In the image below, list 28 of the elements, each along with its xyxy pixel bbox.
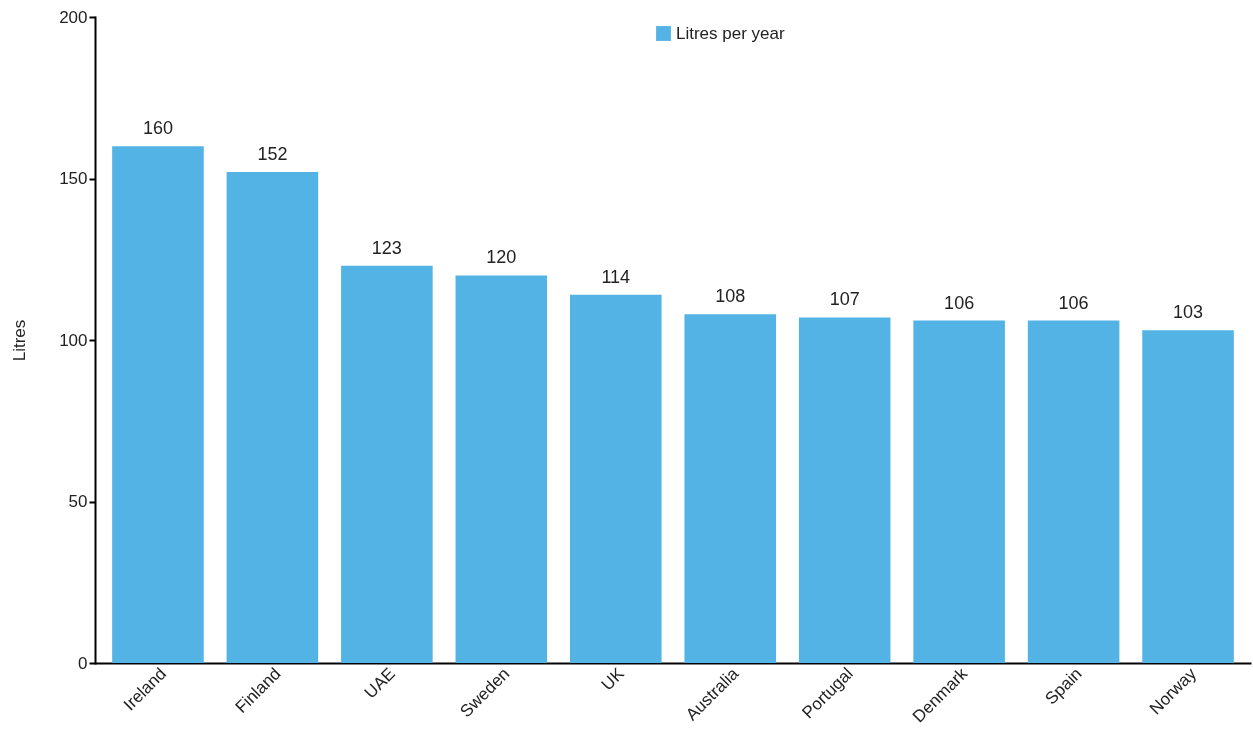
y-tick-label: 50 [68,492,88,511]
data-label: 106 [1058,292,1089,313]
data-label: 152 [257,144,288,165]
data-label: 103 [1173,302,1204,323]
bar [112,146,204,663]
y-tick-label: 100 [59,330,88,350]
y-tick-label: 150 [59,169,88,188]
data-label: 108 [715,286,746,307]
data-label: 160 [142,118,173,139]
bar [341,265,433,663]
data-label: 106 [944,292,975,313]
bar [913,320,1005,663]
data-label: 107 [829,289,860,310]
x-tick-label: UK [597,663,629,695]
bar [798,317,891,663]
bar [569,294,662,663]
y-axis-title: Litres [10,319,30,362]
data-label: 114 [601,266,631,287]
y-tick-label: 200 [59,7,88,27]
bar [1142,330,1234,663]
legend-label: Litres per year [676,23,785,43]
bar [226,172,319,663]
bar [1027,320,1120,663]
bar [684,314,777,663]
bar [455,275,548,663]
y-tick-label: 0 [78,653,88,673]
data-label: 120 [486,247,517,268]
data-label: 123 [371,237,402,258]
